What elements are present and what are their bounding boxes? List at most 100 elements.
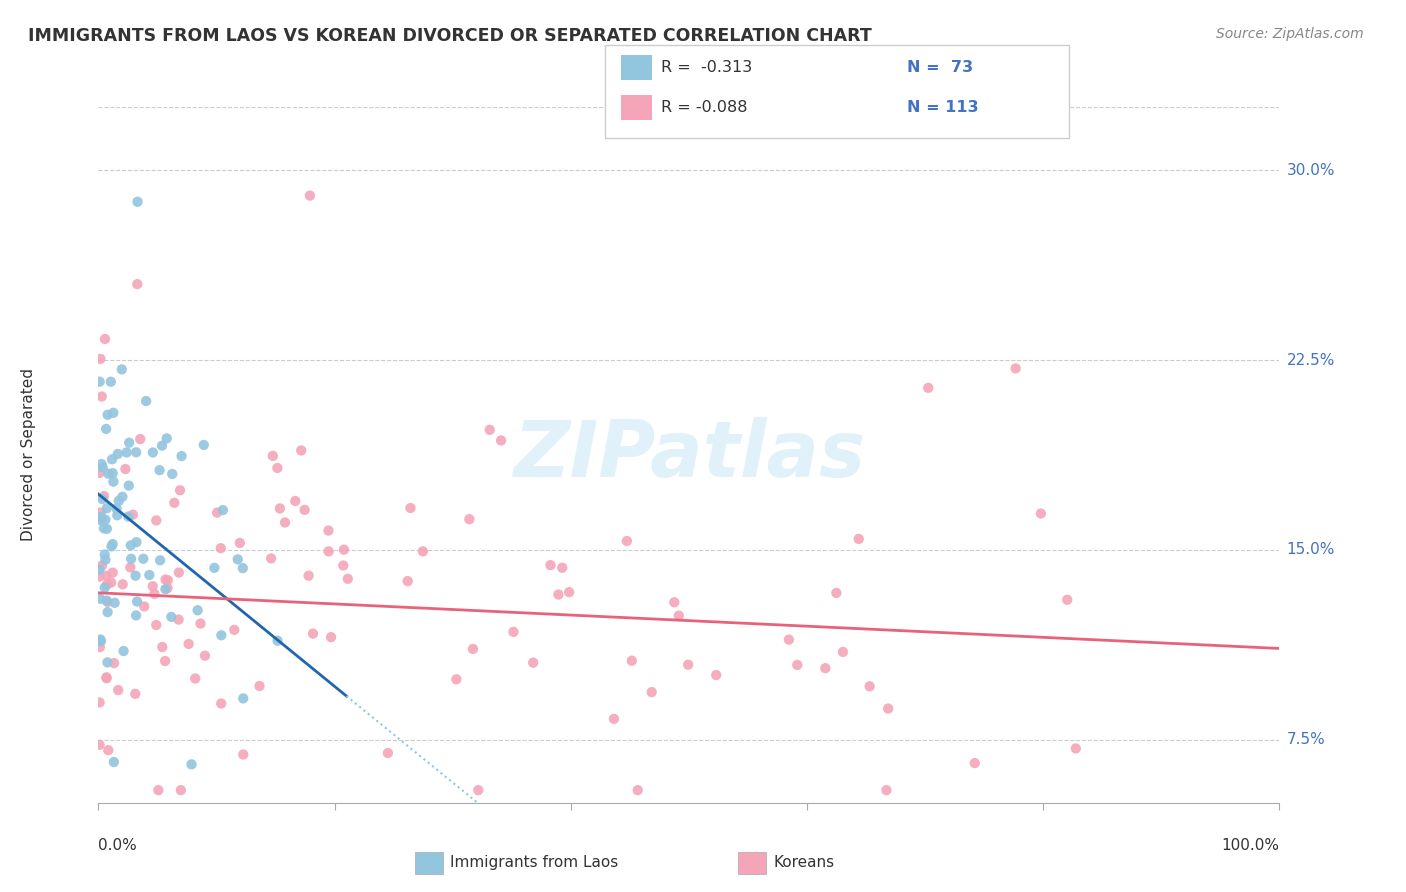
Point xyxy=(112,644,135,658)
Text: ZIPatlas: ZIPatlas xyxy=(513,417,865,493)
Point xyxy=(177,637,200,651)
Point xyxy=(89,640,111,655)
Point xyxy=(124,687,146,701)
Text: 7.5%: 7.5% xyxy=(1286,732,1326,747)
Point xyxy=(194,648,217,663)
Point xyxy=(232,561,254,575)
Point xyxy=(502,624,524,639)
Point xyxy=(125,608,148,623)
Point xyxy=(333,542,356,557)
Point xyxy=(603,712,626,726)
Point xyxy=(127,277,149,292)
Point xyxy=(156,431,179,445)
Text: Immigrants from Laos: Immigrants from Laos xyxy=(450,855,619,870)
Point xyxy=(209,541,232,556)
Point xyxy=(461,642,484,657)
Point xyxy=(89,569,111,583)
Point xyxy=(96,522,118,536)
Point xyxy=(97,467,120,481)
Point xyxy=(1064,741,1087,756)
Point xyxy=(284,494,307,508)
Point xyxy=(90,634,112,648)
Point xyxy=(97,595,120,609)
Point xyxy=(211,503,233,517)
Point xyxy=(1056,592,1078,607)
Point xyxy=(91,491,114,506)
Point xyxy=(105,508,128,523)
Point xyxy=(489,434,512,448)
Point xyxy=(169,483,191,498)
Point xyxy=(156,573,179,587)
Point xyxy=(103,406,125,420)
Point xyxy=(318,544,340,558)
Text: N =  73: N = 73 xyxy=(907,61,973,75)
Point xyxy=(232,747,254,762)
Point xyxy=(336,572,359,586)
Point xyxy=(129,432,152,446)
Point xyxy=(142,579,165,593)
Point xyxy=(111,490,134,504)
Point xyxy=(180,757,202,772)
Point xyxy=(94,553,117,567)
Point xyxy=(124,568,146,582)
Point xyxy=(96,593,118,607)
Point xyxy=(145,513,167,527)
Point xyxy=(551,560,574,574)
Point xyxy=(100,575,122,590)
Point xyxy=(89,632,111,647)
Point xyxy=(135,394,157,409)
Point xyxy=(875,783,897,797)
Point xyxy=(96,671,118,685)
Point xyxy=(105,501,128,516)
Point xyxy=(832,645,855,659)
Point xyxy=(125,535,148,549)
Point xyxy=(848,532,870,546)
Point xyxy=(97,743,120,757)
Point xyxy=(118,478,141,492)
Point xyxy=(89,563,111,577)
Point xyxy=(399,501,422,516)
Text: Source: ZipAtlas.com: Source: ZipAtlas.com xyxy=(1216,27,1364,41)
Point xyxy=(558,585,581,599)
Point xyxy=(93,489,115,503)
Point xyxy=(117,509,139,524)
Point xyxy=(319,630,342,644)
Point xyxy=(89,513,111,527)
Point xyxy=(232,691,254,706)
Text: IMMIGRANTS FROM LAOS VS KOREAN DIVORCED OR SEPARATED CORRELATION CHART: IMMIGRANTS FROM LAOS VS KOREAN DIVORCED … xyxy=(28,27,872,45)
Text: 30.0%: 30.0% xyxy=(1286,163,1334,178)
Point xyxy=(859,679,882,693)
Point xyxy=(262,449,284,463)
Point xyxy=(111,577,134,591)
Point xyxy=(89,466,111,480)
Text: N = 113: N = 113 xyxy=(907,101,979,115)
Point xyxy=(616,534,638,549)
Point xyxy=(202,561,225,575)
Point xyxy=(103,755,125,769)
Text: R = -0.088: R = -0.088 xyxy=(661,101,748,115)
Point xyxy=(122,508,145,522)
Point xyxy=(184,672,207,686)
Point xyxy=(93,581,115,595)
Point xyxy=(107,683,129,698)
Point xyxy=(101,466,124,480)
Point xyxy=(127,194,149,209)
Point xyxy=(163,496,186,510)
Point xyxy=(89,695,111,709)
Point xyxy=(138,568,160,582)
Point xyxy=(290,443,312,458)
Point xyxy=(120,551,142,566)
Point xyxy=(94,569,117,583)
Point xyxy=(620,654,643,668)
Point xyxy=(145,618,167,632)
Point xyxy=(522,656,544,670)
Point xyxy=(877,701,900,715)
Point xyxy=(676,657,699,672)
Point xyxy=(478,423,501,437)
Text: Koreans: Koreans xyxy=(773,855,834,870)
Point xyxy=(540,558,562,573)
Point xyxy=(1004,361,1026,376)
Point xyxy=(90,512,112,526)
Point xyxy=(93,548,115,562)
Point xyxy=(89,738,111,752)
